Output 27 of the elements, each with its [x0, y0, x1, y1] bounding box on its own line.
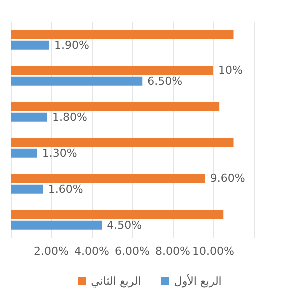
bar	[11, 66, 214, 76]
bar	[11, 174, 206, 184]
x-tick-label: 6.00%	[115, 245, 150, 258]
x-tick-label: 4.00%	[74, 245, 110, 258]
bar	[11, 76, 143, 86]
data-label: 9.60%	[210, 172, 246, 186]
bar	[11, 30, 234, 40]
data-label: 1.90%	[54, 38, 90, 52]
bar	[11, 112, 48, 122]
bar	[11, 220, 102, 230]
x-tick-label: 10.00%	[192, 245, 234, 258]
data-label: 1.80%	[52, 110, 88, 124]
data-label: 6.50%	[148, 74, 183, 88]
data-label: 4.50%	[107, 218, 142, 232]
legend-label: الربع الأول	[174, 274, 222, 288]
x-tick-label: 8.00%	[156, 245, 190, 258]
bar	[11, 40, 50, 50]
bar	[11, 210, 224, 220]
bar	[11, 102, 220, 112]
data-label: 1.60%	[48, 182, 84, 196]
bar	[11, 148, 38, 158]
data-label: 1.30%	[42, 146, 78, 160]
bar	[11, 184, 44, 194]
legend-label: الربع الثاني	[91, 275, 142, 288]
x-tick-label: 2.00%	[34, 245, 69, 258]
data-label: 10%	[218, 64, 243, 78]
bar	[11, 138, 234, 148]
